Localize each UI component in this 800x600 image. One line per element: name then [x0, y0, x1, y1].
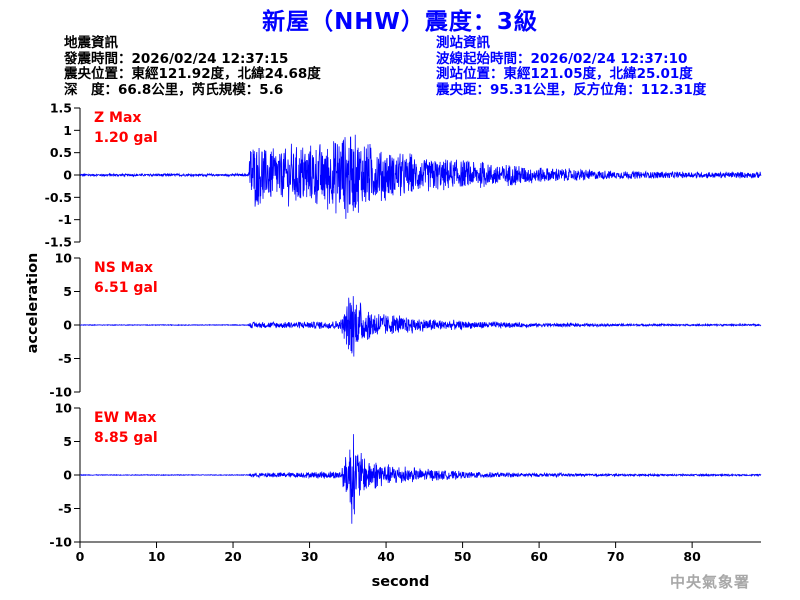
x-tick-label: 30 [301, 549, 319, 564]
waveform-ew [79, 434, 762, 524]
y-tick-label-ns: 0 [63, 318, 72, 333]
x-tick-label: 50 [454, 549, 472, 564]
depth-magnitude-text: 深 度：66.8公里，芮氏規模：5.6 [64, 81, 284, 98]
max-value-z: 1.20 gal [94, 130, 158, 146]
y-tick-label-ew: -5 [58, 501, 72, 516]
y-tick-label-ns: 10 [55, 251, 73, 266]
y-tick-label-z: 1 [63, 123, 72, 138]
wave-start-time-text: 波線起始時間：2026/02/24 12:37:10 [436, 50, 688, 67]
station-info-heading: 測站資訊 [436, 35, 490, 51]
agency-label: 中央氣象署 [669, 573, 750, 591]
x-axis-title: second [372, 574, 430, 590]
y-tick-label-z: -0.5 [45, 190, 72, 205]
station-location-text: 測站位置：東經121.05度，北緯25.01度 [436, 66, 693, 82]
origin-time-text: 發震時間：2026/02/24 12:37:15 [64, 50, 289, 67]
distance-azimuth-text: 震央距：95.31公里，反方位角：112.31度 [436, 81, 707, 98]
x-tick-label: 60 [530, 549, 548, 564]
x-tick-label: 10 [148, 549, 166, 564]
max-value-ns: 6.51 gal [94, 280, 158, 296]
y-tick-label-ns: -5 [58, 351, 72, 366]
y-tick-label-ns: 5 [63, 284, 72, 299]
max-label-ns: NS Max [94, 260, 153, 276]
earthquake-info-heading: 地震資訊 [64, 35, 118, 51]
station-info-block: 測站資訊 波線起始時間：2026/02/24 12:37:10 測站位置：東經1… [436, 35, 707, 98]
y-tick-label-ns: -10 [49, 385, 72, 400]
y-tick-label-z: 0.5 [50, 145, 72, 160]
waveform-ns [79, 296, 762, 357]
x-tick-label: 70 [607, 549, 625, 564]
y-axis-title: acceleration [25, 253, 41, 354]
x-tick-label: 40 [377, 549, 395, 564]
y-tick-label-z: 1.5 [50, 101, 72, 116]
waveform-z [79, 134, 762, 219]
x-tick-label: 80 [683, 549, 701, 564]
y-tick-label-z: 0 [63, 168, 72, 183]
y-tick-label-z: -1.5 [45, 235, 72, 250]
y-tick-label-ew: 10 [55, 401, 73, 416]
y-tick-label-ew: -10 [49, 535, 72, 550]
epicenter-text: 震央位置：東經121.92度，北緯24.68度 [64, 66, 321, 82]
y-tick-label-z: -1 [58, 212, 72, 227]
max-label-z: Z Max [94, 110, 141, 126]
x-tick-label: 0 [76, 549, 85, 564]
max-value-ew: 8.85 gal [94, 430, 158, 446]
earthquake-info-block: 地震資訊 發震時間：2026/02/24 12:37:15 震央位置：東經121… [64, 35, 321, 98]
x-tick-label: 20 [224, 549, 242, 564]
max-label-ew: EW Max [94, 410, 156, 426]
page-title: 新屋（NHW）震度：3級 [262, 9, 538, 35]
y-tick-label-ew: 0 [63, 468, 72, 483]
y-tick-label-ew: 5 [63, 434, 72, 449]
